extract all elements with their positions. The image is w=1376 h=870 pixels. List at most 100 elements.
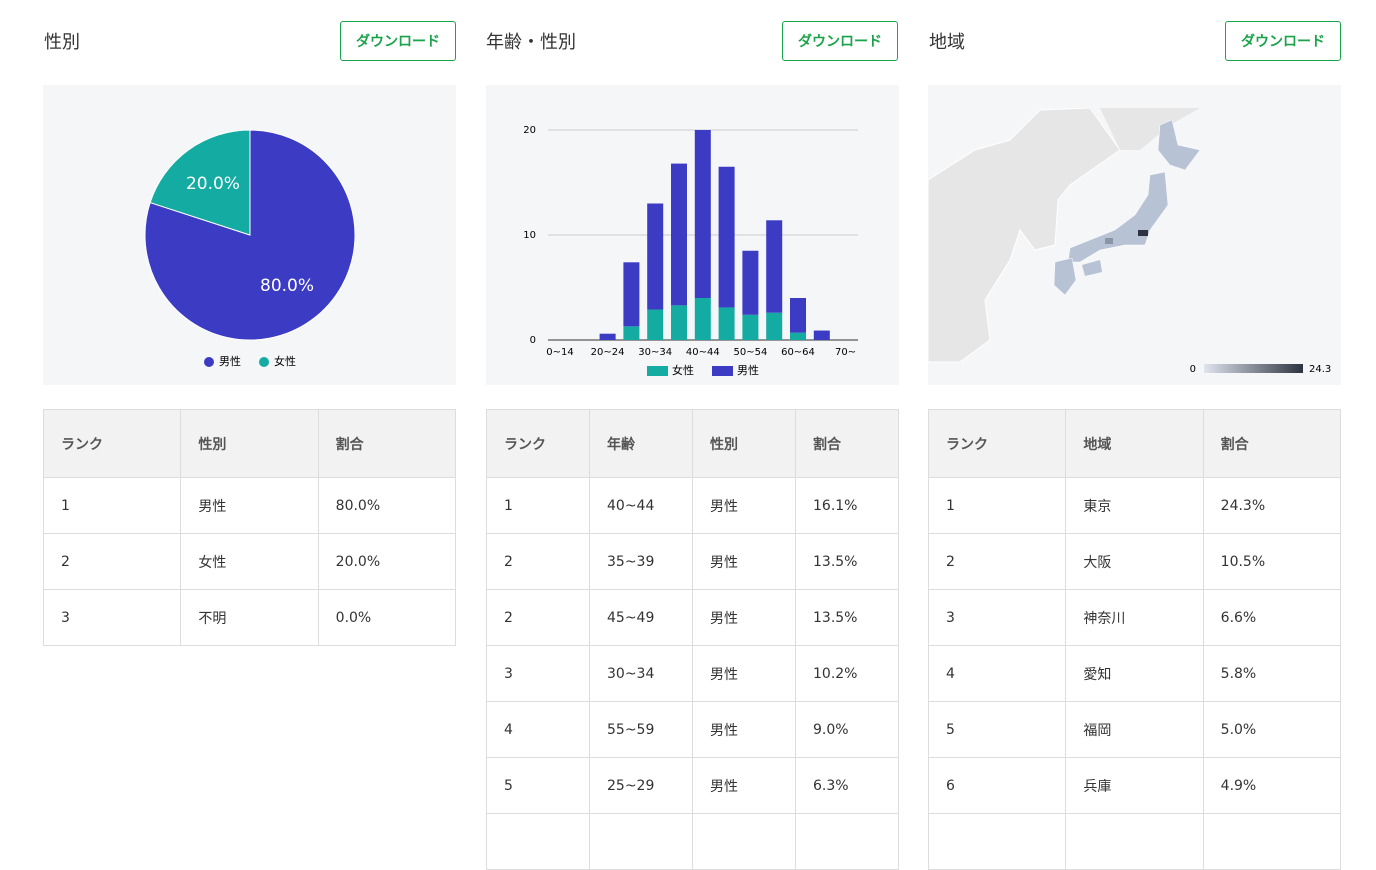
table-header: ランク [927,409,1067,478]
table-row: 1 40~44 男性 16.1% [486,477,899,534]
data-label: 80.0% [260,276,314,296]
table: ランク 性別 割合 1 男性 80.0% 2 女性 20.0% 3 不明 0.0% [42,409,457,646]
download-button[interactable]: ダウンロード [1225,21,1341,61]
table-cell [795,813,899,870]
table-cell: 24.3% [1202,477,1342,534]
table-cell: 10.5% [1202,533,1342,590]
table-cell: 3 [927,589,1067,646]
table-header: ランク [486,409,590,478]
table-cell: 5 [486,757,590,814]
table-row [486,813,899,870]
charts: 80.0% 男性 20.0% 女性 0 10 20 0~14 20~24 30~34 40~44 50… [144,108,1331,377]
legend-swatch [712,366,733,376]
bar-segment [623,326,640,340]
table-row: 6 兵庫 4.9% [927,757,1342,814]
table-cell: 4.9% [1202,757,1342,814]
table-cell: 不明 [180,589,319,646]
page: 性別 年齢・性別 地域 ダウンロード ダウンロード ダウンロード 80.0% 男性… [42,21,1342,870]
x-tick-label: 50~54 [733,347,767,358]
colorbar [1204,364,1303,373]
legend-label: 女性 [672,363,694,377]
table-header-row: ランク 性別 割合 [42,409,457,478]
bar-segment [671,305,687,340]
table-cell: 男性 [692,645,796,702]
table-cell: 神奈川 [1065,589,1204,646]
table-cell: 25~29 [589,757,693,814]
panel-title: 性別 [44,32,80,53]
table-cell: 10.2% [795,645,899,702]
region [1157,119,1201,171]
table-cell [1065,813,1204,870]
table-row: 3 不明 0.0% [42,589,457,646]
table-cell: 3 [42,589,182,646]
table-header: 年齢 [589,409,693,478]
bar-segment [694,130,711,298]
y-tick-label: 10 [523,230,536,241]
table-cell: 男性 [692,533,796,590]
table-cell: 男性 [692,701,796,758]
download-button[interactable]: ダウンロード [782,21,898,61]
bar-segment [766,312,783,340]
table-header: ランク [42,409,182,478]
table-cell: 1 [486,477,590,534]
table-cell [692,813,796,870]
pie-slice [149,129,251,236]
table-cell: 6 [927,757,1067,814]
table-row: 1 男性 80.0% [42,477,457,534]
table-row: 2 女性 20.0% [42,533,457,590]
table-header: 割合 [317,409,457,478]
y-tick-label: 20 [523,125,536,136]
table-row: 2 45~49 男性 13.5% [486,589,899,646]
table-cell [589,813,693,870]
table-header-row: ランク 地域 割合 [927,409,1342,478]
y-tick-label: 0 [530,335,536,346]
table-cell: 女性 [180,533,319,590]
bar-segment [742,250,759,315]
region [1082,260,1102,276]
table: ランク 年齢 性別 割合 1 40~44 男性 16.1% 2 35~39 男性 13.5% 2 45~4… [486,409,899,870]
region [1105,238,1113,244]
bar-segment [813,330,830,340]
table-cell: 9.0% [795,701,899,758]
table-cell: 4 [486,701,590,758]
bar-segment [647,309,664,340]
table-cell: 5.0% [1202,701,1342,758]
table-cell [1202,813,1342,870]
table-cell: 45~49 [589,589,693,646]
region [1053,257,1077,296]
table-cell: 福岡 [1065,701,1204,758]
table-cell: 大阪 [1065,533,1204,590]
legend-label: 女性 [274,354,296,368]
table-cell: 男性 [692,589,796,646]
table-header: 割合 [1202,409,1342,478]
x-tick-label: 60~64 [781,347,815,358]
bar-segment [766,220,783,313]
colorbar-label: 0 [1190,364,1196,375]
table-header: 地域 [1065,409,1204,478]
table-row: 2 大阪 10.5% [927,533,1342,590]
table-cell: 5 [927,701,1067,758]
table-cell: 35~39 [589,533,693,590]
bar-segment [790,298,806,333]
table-row: 1 東京 24.3% [927,477,1342,534]
bar-segment [718,166,735,308]
colorbar-label: 24.3 [1309,364,1331,375]
table-cell: 男性 [180,477,319,534]
legend-label: 男性 [737,363,759,377]
table-row: 3 神奈川 6.6% [927,589,1342,646]
x-tick-label: 70~ [835,347,856,358]
table-row: 4 愛知 5.8% [927,645,1342,702]
region [1138,230,1148,236]
table-cell: 4 [927,645,1067,702]
legend-swatch [259,357,269,367]
table-cell: 愛知 [1065,645,1204,702]
table-row [927,813,1342,870]
table-cell: 20.0% [317,533,457,590]
data-label: 20.0% [186,174,240,194]
panel-title: 年齢・性別 [486,32,576,53]
table-row: 2 35~39 男性 13.5% [486,533,899,590]
download-button[interactable]: ダウンロード [340,21,456,61]
table-cell: 3 [486,645,590,702]
table-cell: 6.3% [795,757,899,814]
table-cell: 1 [42,477,182,534]
